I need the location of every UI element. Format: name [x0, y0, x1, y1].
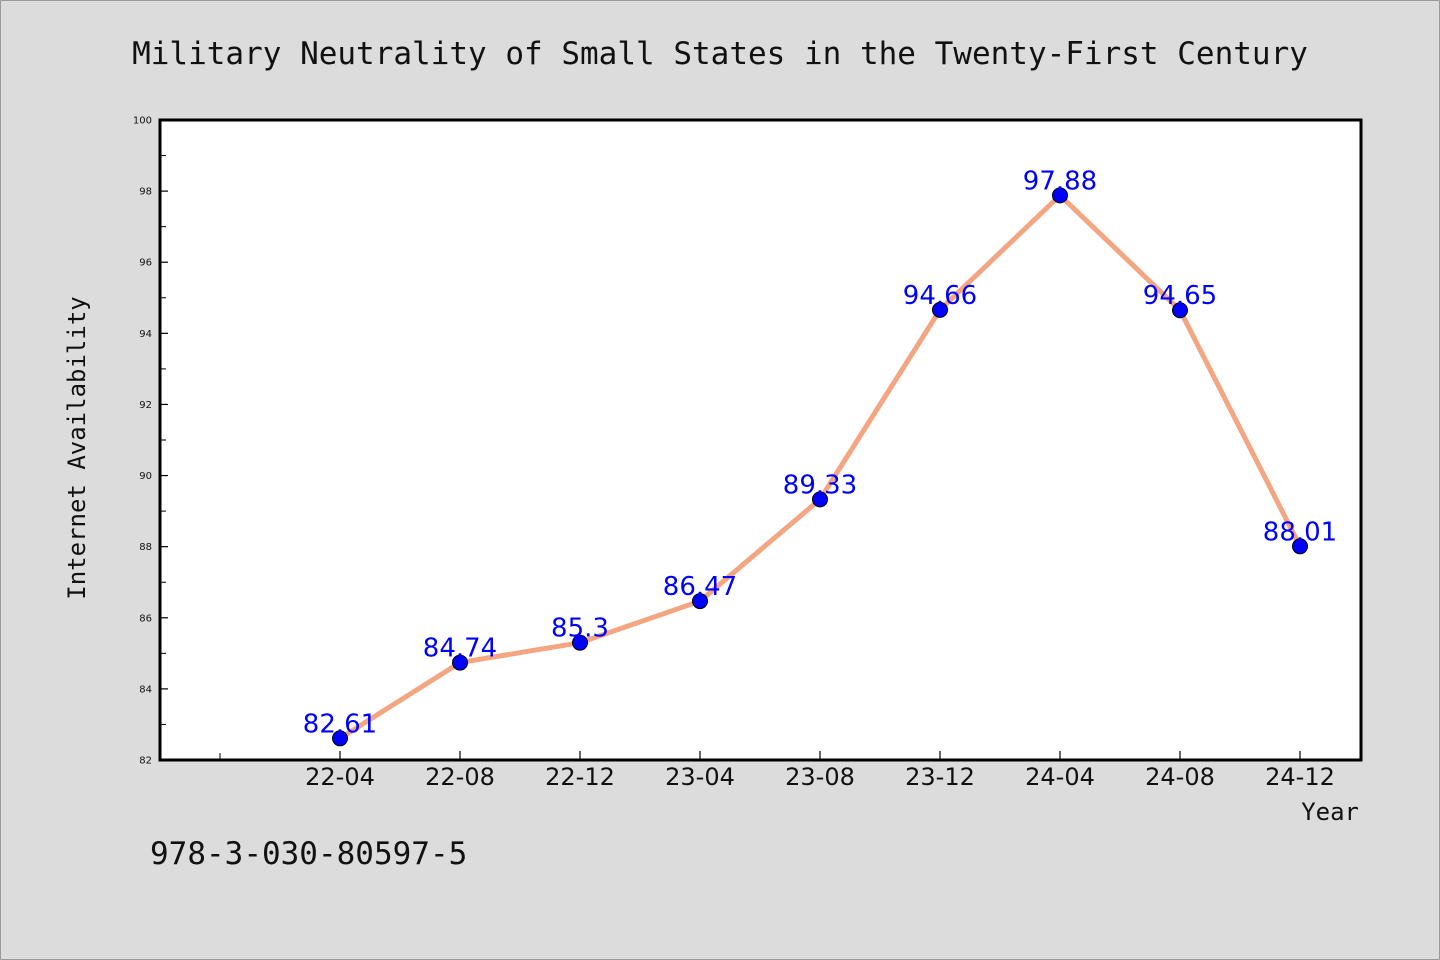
- x-axis-label: Year: [1301, 798, 1359, 826]
- y-tick-label: 92: [139, 400, 152, 411]
- plot-area: [158, 118, 1363, 762]
- data-point-marker: [692, 593, 708, 610]
- isbn-footnote: 978-3-030-80597-5: [150, 836, 467, 872]
- data-point-label: 94.66: [903, 281, 977, 311]
- y-tick-label: 86: [139, 613, 152, 624]
- chart-title: Military Neutrality of Small States in t…: [132, 36, 1308, 72]
- x-tick-label: 24-12: [1265, 763, 1335, 791]
- y-tick-label: 82: [139, 756, 152, 767]
- data-point-marker: [1292, 538, 1308, 555]
- data-point-marker: [452, 654, 468, 671]
- y-tick-label: 100: [133, 116, 152, 127]
- data-point-marker: [932, 301, 948, 318]
- y-tick-label: 94: [139, 329, 152, 340]
- series-line-group: 82.61 84.74 85.3 86.47 89.33 94.66 97.88 94.65 8…: [303, 166, 1337, 747]
- x-tick-label: 24-04: [1025, 763, 1095, 791]
- y-tick-label: 88: [139, 542, 152, 553]
- y-tick-label: 96: [139, 258, 152, 269]
- x-tick-label: 23-04: [665, 763, 735, 791]
- data-point-marker: [332, 730, 348, 747]
- y-tick-label: 84: [139, 684, 152, 695]
- data-point-label: 85.3: [551, 614, 609, 644]
- x-tick-label: 24-08: [1145, 763, 1215, 791]
- x-tick-label: 22-04: [305, 763, 375, 791]
- data-point-marker: [812, 491, 828, 508]
- data-point-marker: [1052, 187, 1068, 204]
- data-point-label: 86.47: [663, 572, 737, 602]
- data-point-label: 82.61: [303, 709, 377, 739]
- data-point-label: 88.01: [1263, 517, 1337, 547]
- data-point-label: 84.74: [423, 634, 497, 664]
- x-tick-label: 22-12: [545, 763, 615, 791]
- x-tick-label: 23-08: [785, 763, 855, 791]
- data-point-marker: [572, 634, 588, 651]
- data-point-label: 97.88: [1023, 166, 1097, 196]
- y-axis-ticks: 82 84 86 88 90 92 94 96 98 100: [133, 116, 168, 767]
- x-axis-ticks: 22-04 22-08 22-12 23-04 23-08 23-12 24-04 24-08…: [219, 751, 1335, 791]
- y-tick-label: 90: [139, 471, 152, 482]
- x-tick-label: 23-12: [905, 763, 975, 791]
- data-point-label: 94.65: [1143, 281, 1217, 311]
- y-axis-label: Internet Availability: [63, 296, 91, 599]
- data-point-marker: [1172, 302, 1188, 319]
- y-tick-label: 98: [139, 187, 152, 198]
- data-point-label: 89.33: [783, 470, 857, 500]
- x-tick-label: 22-08: [425, 763, 495, 791]
